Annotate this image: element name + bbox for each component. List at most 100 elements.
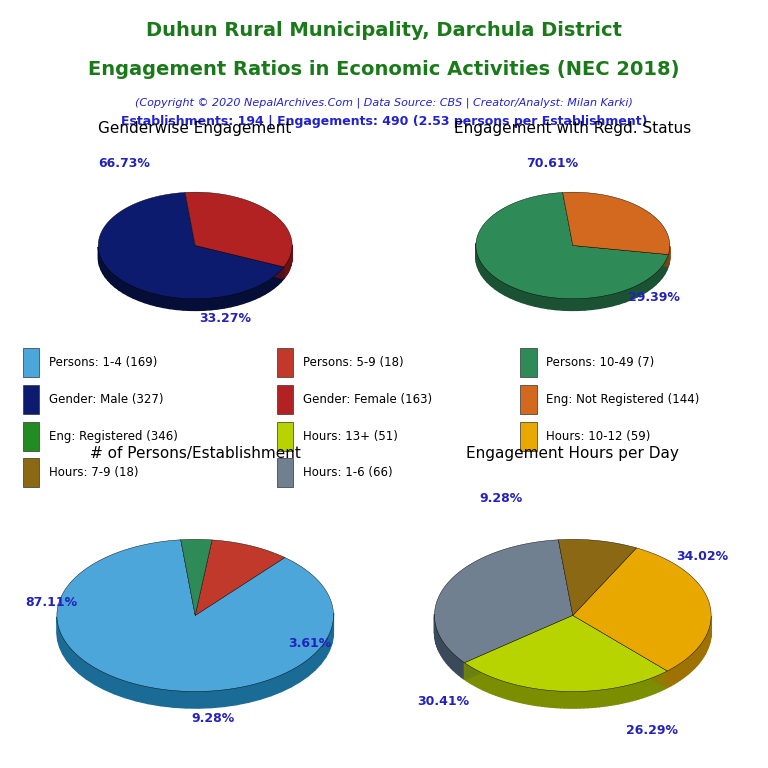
Polygon shape (465, 615, 573, 680)
Polygon shape (211, 690, 224, 707)
Polygon shape (204, 298, 210, 310)
Polygon shape (693, 651, 694, 670)
Polygon shape (573, 615, 667, 687)
Polygon shape (439, 636, 441, 655)
Text: 87.11%: 87.11% (25, 596, 78, 609)
Polygon shape (99, 250, 100, 266)
Text: Eng: Not Registered (144): Eng: Not Registered (144) (546, 393, 700, 406)
Polygon shape (445, 644, 446, 663)
Polygon shape (435, 540, 573, 663)
Polygon shape (137, 684, 148, 703)
Polygon shape (541, 690, 545, 707)
Polygon shape (619, 290, 625, 304)
Bar (23, 458, 39, 488)
Polygon shape (467, 664, 469, 683)
Polygon shape (476, 251, 478, 267)
Polygon shape (224, 688, 237, 707)
Bar (521, 349, 537, 377)
Polygon shape (185, 192, 292, 267)
Polygon shape (441, 638, 442, 658)
Polygon shape (285, 263, 286, 277)
Polygon shape (707, 631, 708, 650)
Polygon shape (510, 286, 515, 300)
Polygon shape (505, 283, 510, 298)
Polygon shape (436, 628, 437, 647)
Polygon shape (478, 670, 481, 689)
Polygon shape (482, 263, 484, 279)
Polygon shape (469, 666, 472, 684)
Polygon shape (631, 286, 637, 300)
Polygon shape (230, 293, 237, 306)
Polygon shape (462, 660, 465, 680)
Polygon shape (128, 284, 134, 298)
Polygon shape (658, 674, 661, 692)
Title: # of Persons/Establishment: # of Persons/Establishment (90, 445, 300, 461)
Polygon shape (57, 617, 58, 641)
Polygon shape (180, 539, 212, 615)
Polygon shape (173, 690, 186, 708)
Bar (277, 458, 293, 488)
Polygon shape (625, 288, 631, 302)
Polygon shape (509, 683, 512, 700)
Polygon shape (449, 649, 451, 668)
Polygon shape (505, 682, 509, 700)
Polygon shape (478, 256, 479, 271)
Polygon shape (484, 267, 487, 282)
Polygon shape (708, 628, 709, 647)
Polygon shape (104, 673, 114, 694)
Polygon shape (549, 690, 553, 707)
Polygon shape (573, 615, 667, 687)
Text: Persons: 1-4 (169): Persons: 1-4 (169) (48, 356, 157, 369)
Polygon shape (674, 666, 677, 684)
Polygon shape (683, 660, 685, 678)
Polygon shape (151, 293, 157, 306)
Polygon shape (700, 643, 702, 661)
Polygon shape (677, 664, 680, 682)
Polygon shape (685, 658, 687, 677)
Polygon shape (606, 294, 613, 307)
Polygon shape (580, 691, 584, 708)
Polygon shape (453, 654, 456, 673)
Polygon shape (144, 291, 151, 304)
Polygon shape (115, 276, 119, 290)
Polygon shape (621, 686, 625, 703)
Polygon shape (656, 270, 659, 285)
Polygon shape (254, 285, 260, 300)
Polygon shape (119, 279, 124, 293)
Title: Genderwise Engagement: Genderwise Engagement (98, 121, 292, 136)
Polygon shape (57, 540, 333, 691)
Polygon shape (639, 681, 643, 699)
Polygon shape (249, 683, 260, 702)
Polygon shape (184, 299, 190, 310)
Bar (277, 422, 293, 451)
Text: Gender: Male (327): Gender: Male (327) (48, 393, 163, 406)
Polygon shape (652, 677, 655, 694)
Polygon shape (538, 689, 541, 706)
Polygon shape (541, 296, 548, 309)
Polygon shape (661, 673, 664, 690)
Polygon shape (479, 260, 482, 275)
Polygon shape (265, 280, 270, 294)
Polygon shape (699, 645, 700, 664)
Text: Persons: 5-9 (18): Persons: 5-9 (18) (303, 356, 403, 369)
Bar (23, 385, 39, 414)
Polygon shape (558, 539, 637, 615)
Polygon shape (603, 689, 607, 707)
Polygon shape (195, 246, 284, 279)
Polygon shape (495, 679, 499, 697)
Polygon shape (649, 677, 652, 696)
Polygon shape (599, 296, 606, 309)
Polygon shape (329, 627, 332, 650)
Polygon shape (114, 677, 125, 697)
Polygon shape (237, 686, 249, 705)
Polygon shape (499, 680, 502, 697)
Polygon shape (665, 259, 667, 274)
Polygon shape (300, 660, 308, 682)
Polygon shape (281, 267, 284, 282)
Polygon shape (670, 667, 674, 686)
Polygon shape (702, 641, 703, 659)
Text: Establishments: 194 | Engagements: 490 (2.53 persons per Establishment): Establishments: 194 | Engagements: 490 (… (121, 114, 647, 127)
Polygon shape (659, 266, 662, 281)
Polygon shape (573, 548, 711, 671)
Polygon shape (647, 276, 651, 291)
